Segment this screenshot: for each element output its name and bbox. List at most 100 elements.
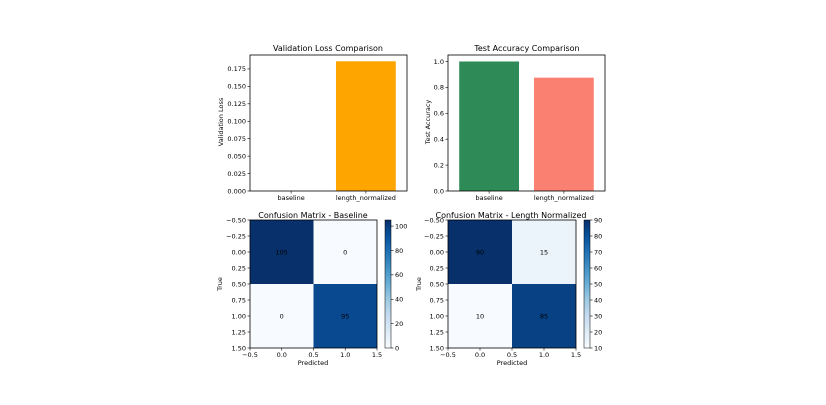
colorbar-tick-label: 60 — [395, 271, 403, 279]
y-tick-label: 0.125 — [227, 100, 246, 108]
y-tick-label: 1.00 — [430, 312, 444, 320]
cell-value-label: 15 — [540, 248, 548, 256]
x-axis-label: Predicted — [298, 359, 329, 367]
colorbar-tick-label: 20 — [594, 328, 602, 336]
colorbar-tick-label: 40 — [594, 296, 602, 304]
y-axis-label: Validation Loss — [217, 97, 225, 146]
colorbar-tick-label: 60 — [594, 264, 602, 272]
x-tick-label: 1.5 — [372, 351, 382, 359]
heatmap-cell — [250, 220, 314, 284]
y-tick-label: 0.6 — [434, 110, 444, 118]
y-tick-label: 0.4 — [434, 135, 444, 143]
y-tick-label: −0.25 — [226, 232, 246, 240]
y-tick-label: 0.025 — [227, 170, 246, 178]
y-tick-label: 0.175 — [227, 65, 246, 73]
colorbar-tick-label: 40 — [395, 296, 403, 304]
x-tick-label: 1.5 — [571, 351, 581, 359]
colorbar-tick-label: 0 — [395, 344, 399, 352]
chart-title: Confusion Matrix - Length Normalized — [436, 211, 587, 220]
confusion-matrix-length-normalized: Confusion Matrix - Length Normalized Tru… — [415, 211, 602, 367]
x-tick-label: baseline — [476, 194, 503, 202]
x-tick-label: 0.5 — [308, 351, 318, 359]
y-axis-label: True — [415, 277, 423, 292]
plot-frame — [249, 54, 408, 192]
colorbar-tick-label: 70 — [594, 248, 602, 256]
y-tick-label: 1.25 — [430, 328, 444, 336]
heatmap-cell — [448, 220, 512, 284]
bar-length-normalized — [335, 61, 396, 192]
y-tick-label: 0.2 — [434, 161, 444, 169]
x-tick-label: 1.0 — [539, 351, 549, 359]
cell-value-label: 0 — [280, 312, 284, 320]
heatmap-cell — [512, 284, 576, 348]
validation-loss-chart: Validation Loss Comparison Validation Lo… — [217, 44, 408, 202]
y-tick-label: 0.75 — [232, 296, 246, 304]
y-tick-label: 1.50 — [232, 344, 246, 352]
confusion-matrix-baseline: Confusion Matrix - Baseline True Predict… — [216, 211, 407, 367]
y-tick-label: 0.0 — [434, 187, 444, 195]
y-tick-label: 1.25 — [232, 328, 246, 336]
colorbar-tick-label: 50 — [594, 280, 602, 288]
heatmap-cell — [313, 284, 377, 348]
y-tick-label: 0.150 — [227, 83, 246, 91]
colorbar-tick-label: 100 — [395, 222, 407, 230]
y-axis-label: True — [216, 277, 224, 292]
colorbar — [384, 219, 392, 349]
chart-title: Validation Loss Comparison — [273, 44, 383, 53]
colorbar-tick-label: 80 — [395, 247, 403, 255]
y-tick-label: 0.50 — [232, 280, 246, 288]
x-tick-label: 1.0 — [340, 351, 350, 359]
plot-frame — [249, 219, 378, 349]
bar-length-normalized — [533, 77, 594, 191]
cell-value-label: 85 — [540, 312, 548, 320]
cell-value-label: 90 — [476, 248, 484, 256]
y-tick-label: 0.75 — [430, 296, 444, 304]
colorbar — [583, 219, 591, 349]
y-tick-label: 0.075 — [227, 135, 246, 143]
colorbar-tick-label: 80 — [594, 232, 602, 240]
y-tick-label: −0.25 — [424, 232, 444, 240]
x-tick-label: length_normalized — [336, 194, 396, 202]
cell-value-label: 105 — [276, 248, 288, 256]
cell-value-label: 0 — [343, 248, 347, 256]
y-tick-label: 0.8 — [434, 84, 444, 92]
chart-title: Confusion Matrix - Baseline — [258, 211, 367, 220]
test-accuracy-chart: Test Accuracy Comparison Test Accuracy 0… — [424, 44, 606, 202]
y-tick-label: 0.00 — [232, 248, 246, 256]
y-tick-label: −0.50 — [226, 216, 246, 224]
heatmap-cell — [313, 220, 377, 284]
plot-frame — [447, 219, 577, 349]
y-axis-label: Test Accuracy — [424, 100, 432, 146]
y-tick-label: 0.000 — [227, 187, 246, 195]
y-tick-label: 0.50 — [430, 280, 444, 288]
y-tick-label: 0.050 — [227, 152, 246, 160]
bar-baseline — [459, 61, 520, 191]
y-tick-label: 1.00 — [232, 312, 246, 320]
colorbar-tick-label: 90 — [594, 216, 602, 224]
y-tick-label: 0.00 — [430, 248, 444, 256]
x-tick-label: 0.0 — [277, 351, 287, 359]
heatmap-cell — [512, 220, 576, 284]
x-tick-label: 0.0 — [475, 351, 485, 359]
x-tick-label: −0.5 — [440, 351, 456, 359]
y-tick-label: 0.25 — [232, 264, 246, 272]
x-tick-label: 0.5 — [507, 351, 517, 359]
colorbar-tick-label: 10 — [594, 344, 602, 352]
colorbar-tick-label: 30 — [594, 312, 602, 320]
colorbar-tick-label: 20 — [395, 320, 403, 328]
y-tick-label: 1.50 — [430, 344, 444, 352]
cell-value-label: 95 — [341, 312, 349, 320]
x-tick-label: length_normalized — [534, 194, 594, 202]
x-axis-label: Predicted — [497, 359, 528, 367]
heatmap-cell — [448, 284, 512, 348]
y-tick-label: −0.50 — [424, 216, 444, 224]
plot-frame — [447, 54, 606, 192]
y-tick-label: 1.0 — [434, 58, 444, 66]
chart-title: Test Accuracy Comparison — [473, 44, 579, 53]
x-tick-label: −0.5 — [242, 351, 258, 359]
x-tick-label: baseline — [278, 194, 305, 202]
y-tick-label: 0.100 — [227, 118, 246, 126]
heatmap-cell — [250, 284, 314, 348]
y-tick-label: 0.25 — [430, 264, 444, 272]
